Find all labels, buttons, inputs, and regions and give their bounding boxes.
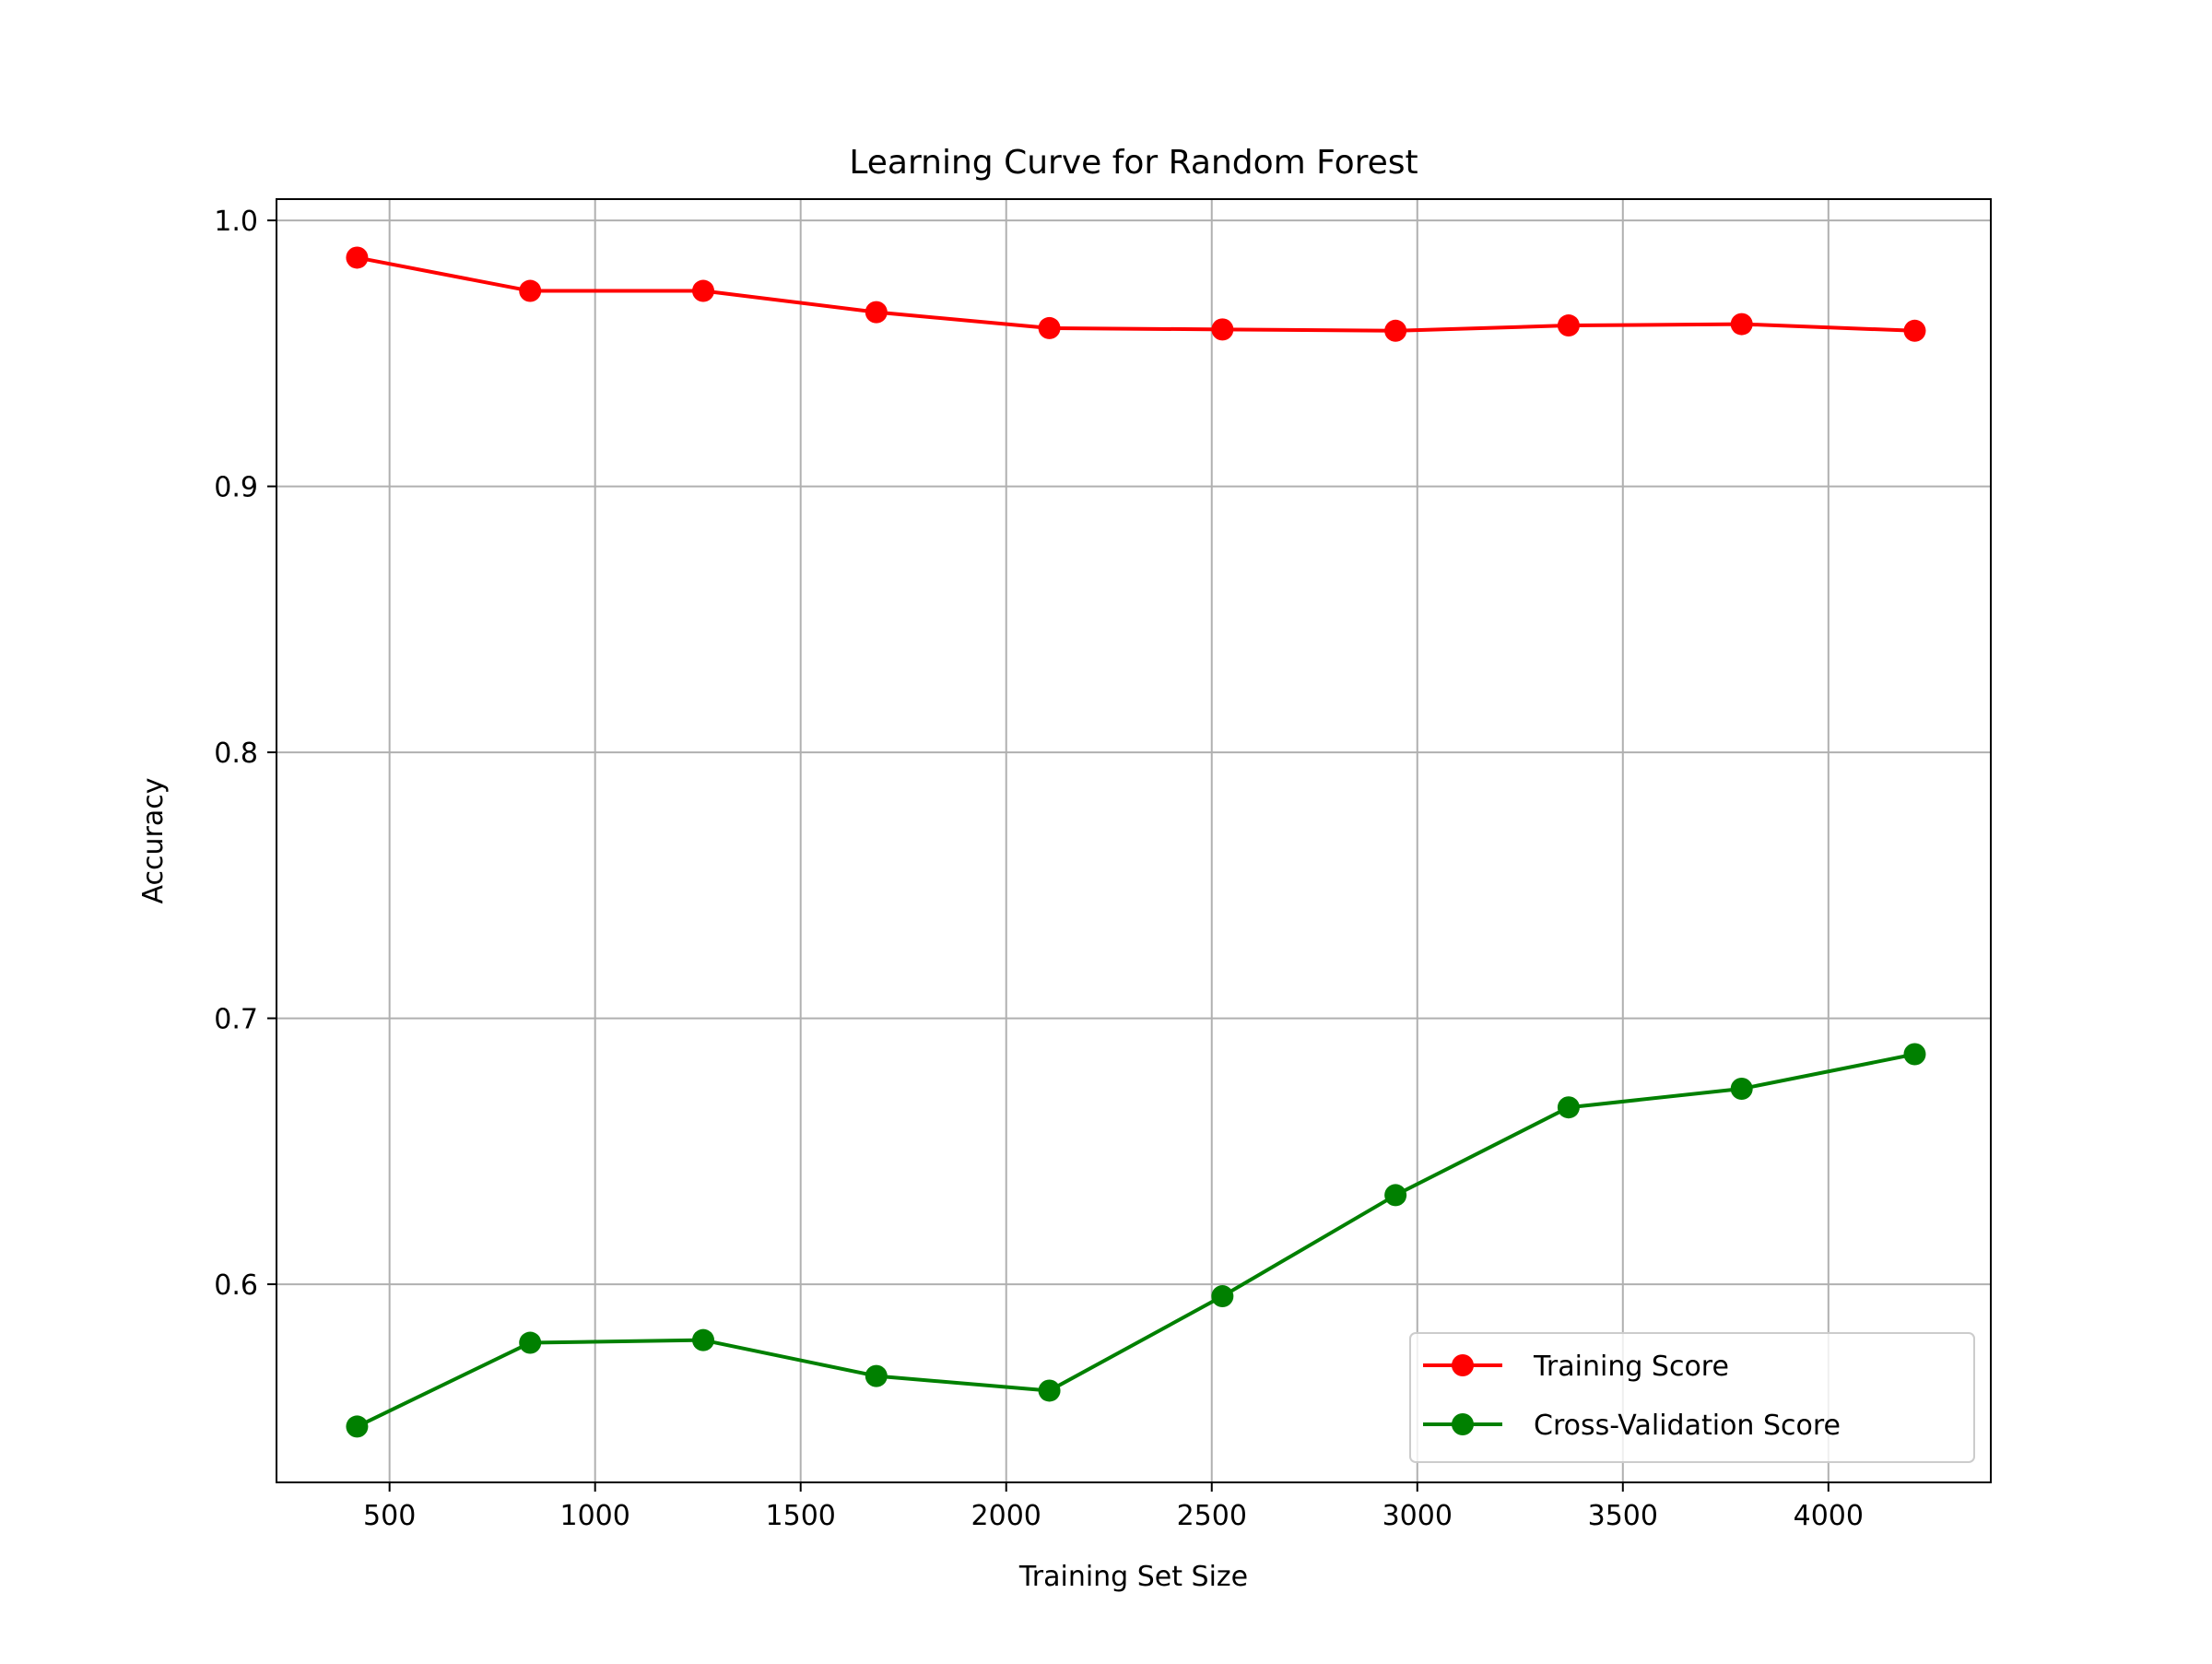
data-point-cross-validation-score: [1730, 1078, 1753, 1101]
data-point-cross-validation-score: [1557, 1096, 1580, 1119]
plot-frame: [276, 198, 1992, 1483]
y-tick-label: 1.0: [214, 206, 258, 238]
x-tick-label: 2500: [1177, 1500, 1247, 1532]
x-tick-label: 2000: [971, 1500, 1041, 1532]
legend-marker-training: [1452, 1354, 1474, 1376]
data-point-training-score: [1903, 319, 1926, 342]
legend-label-cross-validation: Cross-Validation Score: [1534, 1410, 1841, 1442]
data-point-training-score: [1211, 318, 1234, 341]
series-line-cross-validation-score: [356, 1052, 1915, 1429]
data-point-cross-validation-score: [1903, 1043, 1926, 1066]
series-layer: [346, 246, 1926, 1438]
legend: Training Score Cross-Validation Score: [1409, 1332, 1975, 1463]
data-point-training-score: [865, 301, 888, 324]
data-point-training-score: [1038, 316, 1061, 339]
data-point-cross-validation-score: [865, 1364, 888, 1387]
y-tick-label: 0.7: [214, 1004, 258, 1036]
y-axis-label: Accuracy: [137, 778, 170, 904]
legend-marker-cross-validation: [1452, 1413, 1474, 1435]
grid: [276, 199, 1991, 1482]
chart-title: Learning Curve for Random Forest: [849, 144, 1418, 182]
data-point-cross-validation-score: [1038, 1379, 1061, 1402]
legend-label-training: Training Score: [1533, 1351, 1729, 1383]
x-tick-label: 3500: [1588, 1500, 1658, 1532]
y-tick-label: 0.9: [214, 472, 258, 504]
data-point-training-score: [1557, 314, 1580, 337]
data-point-training-score: [346, 246, 369, 269]
x-tick-label: 1000: [560, 1500, 630, 1532]
x-tick-label: 4000: [1794, 1500, 1864, 1532]
data-point-cross-validation-score: [346, 1415, 369, 1438]
x-axis-label: Training Set Size: [1018, 1561, 1248, 1593]
x-tick-label: 1500: [766, 1500, 836, 1532]
data-point-training-score: [1384, 319, 1407, 342]
data-point-training-score: [691, 279, 714, 302]
data-point-cross-validation-score: [1384, 1184, 1407, 1207]
data-point-cross-validation-score: [1211, 1285, 1234, 1308]
series-line-training-score: [357, 255, 1915, 333]
legend-box: [1409, 1332, 1975, 1463]
x-tick-label: 500: [363, 1500, 416, 1532]
data-point-training-score: [1730, 313, 1753, 336]
data-point-cross-validation-score: [691, 1328, 714, 1351]
data-point-training-score: [519, 279, 542, 302]
ticks: 500 1000 1500 2000 2500 3000 3500 4000 0.6 0.7 0.8…: [214, 206, 1864, 1532]
y-tick-label: 0.6: [214, 1269, 258, 1302]
y-tick-label: 0.8: [214, 738, 258, 770]
data-point-cross-validation-score: [519, 1331, 542, 1354]
x-tick-label: 3000: [1382, 1500, 1453, 1532]
